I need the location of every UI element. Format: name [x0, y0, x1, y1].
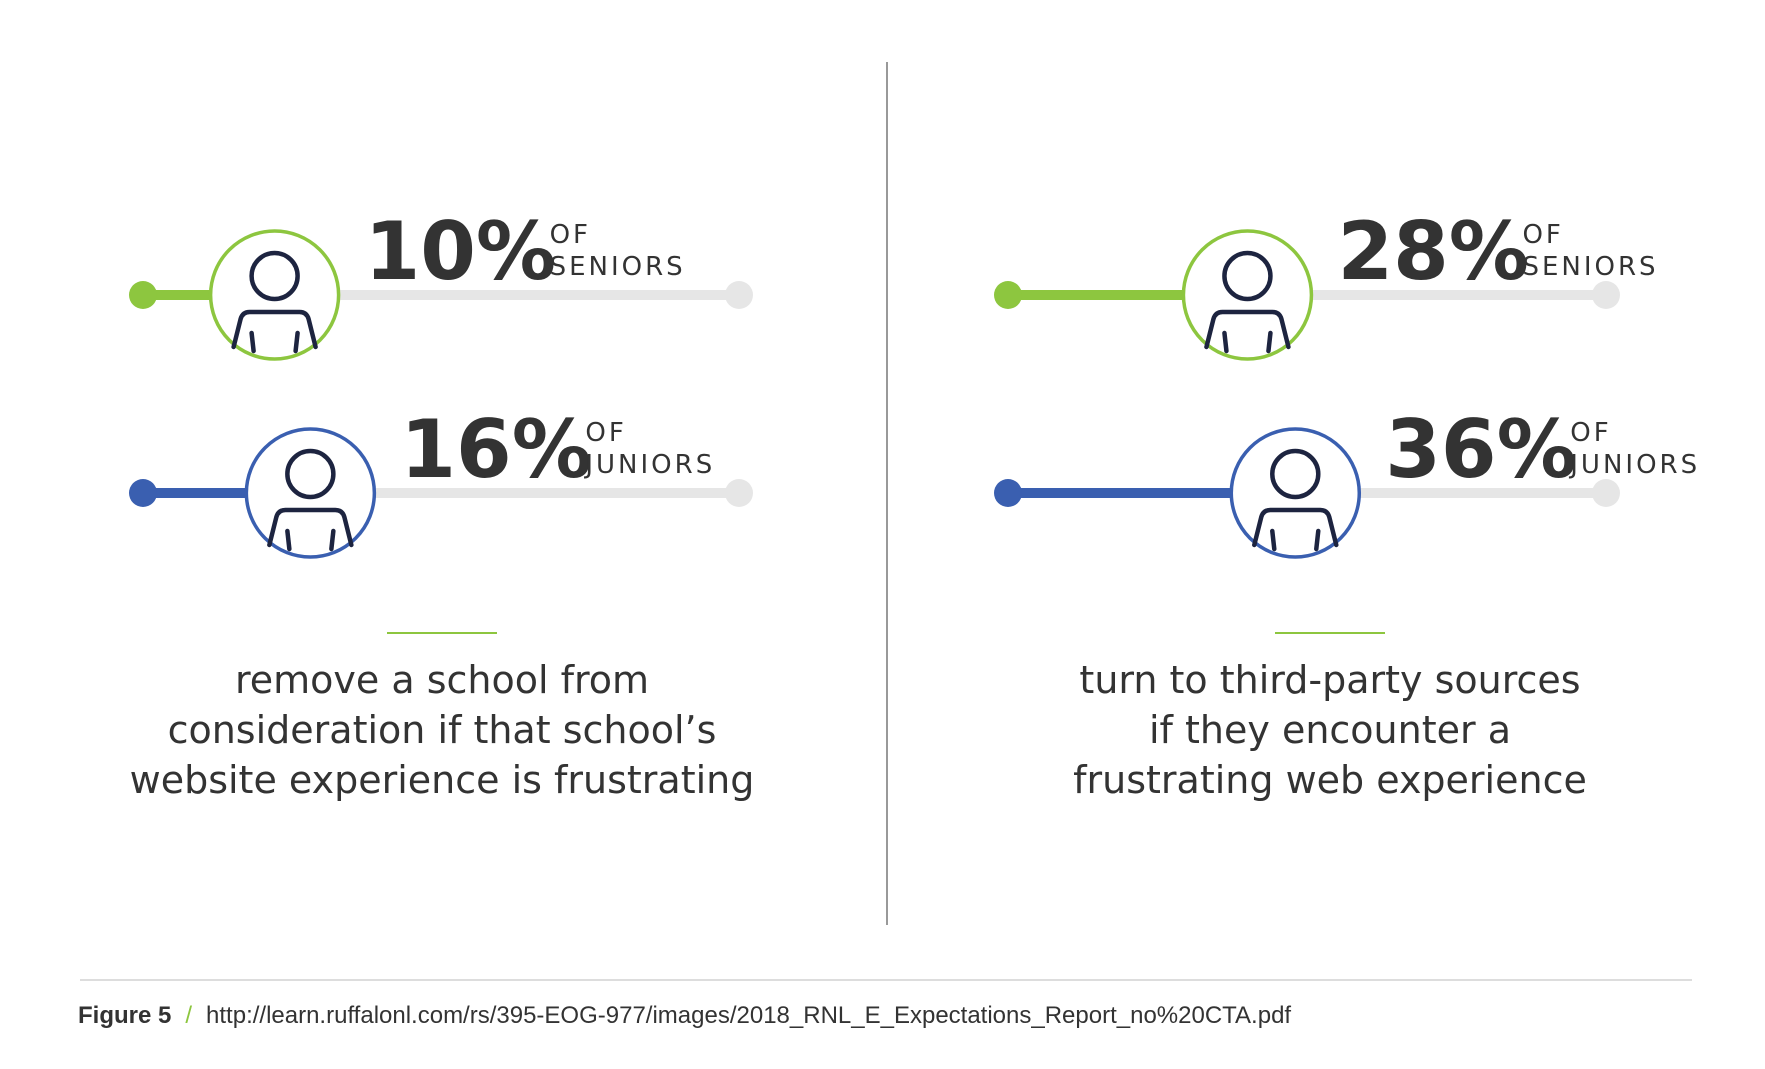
person-arm [329, 528, 336, 552]
chart-bars: 10%OFSENIORS16%OFJUNIORS28%OFSENIORS36%O… [129, 205, 1700, 559]
description-line: if they encounter a [1149, 708, 1511, 752]
description-right: turn to third-party sources if they enco… [980, 655, 1680, 805]
person-arm [1266, 330, 1273, 354]
figure-caption: Figure 5 / http://learn.ruffalonl.com/rs/3… [78, 1002, 1291, 1030]
person-arm [1222, 330, 1229, 354]
bar-start-dot [129, 479, 157, 507]
bar-start-dot [129, 281, 157, 309]
person-arm [1314, 528, 1321, 552]
person-head [1222, 250, 1273, 302]
person-arm [285, 528, 292, 552]
description-line: frustrating web experience [1073, 758, 1587, 802]
group-label: OF [550, 220, 591, 250]
bar-track-end [1592, 281, 1620, 309]
description-left: remove a school from consideration if th… [92, 655, 792, 805]
group-label: OF [1522, 220, 1563, 250]
description-line: remove a school from [234, 658, 650, 702]
bar-track-end [725, 281, 753, 309]
value-label: 10% [365, 205, 556, 298]
bar-track-end [725, 479, 753, 507]
person-body [267, 507, 354, 548]
value-label: 16% [400, 403, 591, 496]
value-label: 28% [1337, 205, 1528, 298]
person-head [249, 250, 300, 302]
person-arm [293, 330, 300, 354]
group-label: OF [585, 418, 626, 448]
person-body [231, 309, 318, 350]
person-icon [1252, 448, 1339, 552]
group-label: SENIORS [550, 252, 686, 282]
value-label: 36% [1385, 403, 1576, 496]
person-body [1252, 507, 1339, 548]
bar-track-end [1592, 479, 1620, 507]
marker-circle [1229, 427, 1362, 559]
bar-start-dot [994, 479, 1022, 507]
group-label: JUNIORS [583, 450, 715, 480]
description-line: consideration if that school’s [167, 708, 717, 752]
source-link[interactable]: http://learn.ruffalonl.com/rs/395-EOG-97… [206, 1002, 1292, 1029]
person-icon [231, 250, 318, 354]
description-line: turn to third-party sources [1079, 658, 1581, 702]
figure-label: Figure 5 [78, 1002, 172, 1029]
description-line: website experience is frustrating [129, 758, 755, 802]
group-label: JUNIORS [1568, 450, 1700, 480]
person-arm [249, 330, 256, 354]
caption-separator: / [185, 1002, 193, 1029]
marker-circle [208, 229, 341, 361]
person-body [1204, 309, 1291, 350]
person-icon [1204, 250, 1291, 354]
person-arm [1270, 528, 1277, 552]
marker-circle [244, 427, 377, 559]
person-icon [267, 448, 354, 552]
person-head [1270, 448, 1321, 500]
group-label: OF [1570, 418, 1611, 448]
group-label: SENIORS [1522, 252, 1658, 282]
bar-start-dot [994, 281, 1022, 309]
person-head [285, 448, 336, 500]
marker-circle [1181, 229, 1314, 361]
